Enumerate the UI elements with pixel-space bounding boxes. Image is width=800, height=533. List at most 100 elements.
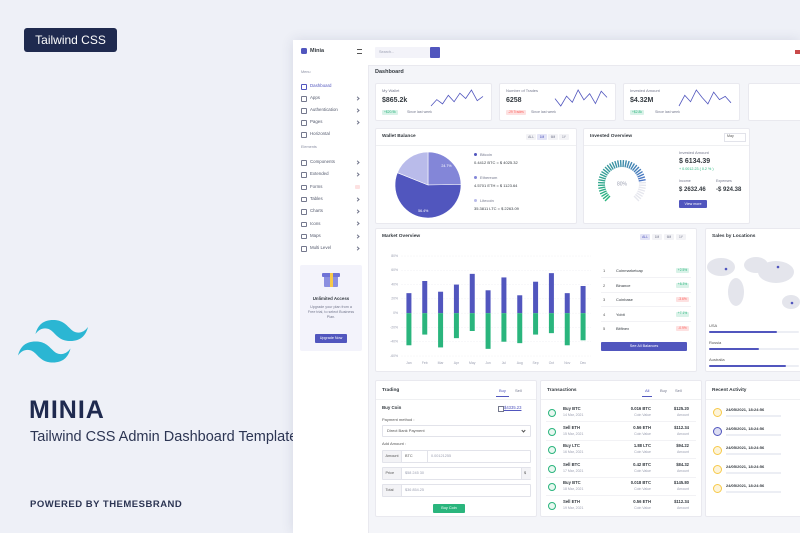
gauge-tick (604, 195, 611, 202)
brand: Minia (310, 47, 325, 54)
divider (601, 306, 691, 307)
chevron (355, 172, 360, 177)
menu-icon (301, 221, 307, 227)
pie-label: 24.7% (441, 164, 452, 168)
menu-heading: Menu (301, 70, 311, 74)
gauge-tick (634, 168, 642, 175)
menu-item[interactable]: Components (310, 159, 335, 164)
menu-item[interactable]: Icons (310, 220, 321, 226)
gauge-tick (599, 173, 607, 178)
chevron (355, 197, 360, 202)
chart (707, 257, 800, 309)
tab[interactable]: All (642, 386, 653, 397)
tab[interactable]: ALL (640, 234, 650, 240)
location-name: Russia (709, 340, 722, 345)
flag-icon[interactable] (795, 50, 800, 54)
transaction-icon (548, 483, 556, 491)
activity-date: 24/05/2021, 18:24:56 (726, 407, 765, 412)
promo-button[interactable]: Upgrade Now (315, 334, 347, 343)
logo-icon (301, 48, 307, 54)
menu-item[interactable]: Horizontal (310, 131, 330, 136)
menu-toggle[interactable] (357, 49, 362, 54)
menu-item[interactable]: Authentication (310, 107, 338, 112)
menu-item[interactable]: Pages (310, 119, 323, 124)
transaction-date: 18 Mar, 2021 (563, 487, 584, 491)
gauge-tick (598, 186, 606, 190)
gauge-tick (598, 188, 606, 192)
activity-icon (713, 484, 722, 493)
payment-select[interactable]: Direct Bank Payment (382, 425, 531, 437)
menu-item[interactable]: Forms (310, 183, 323, 189)
bar (422, 313, 428, 335)
activity-text-line (726, 434, 781, 436)
amount-note: Coin Value (634, 468, 651, 473)
see-all-button[interactable]: See All Balances (601, 342, 687, 351)
period-select[interactable] (724, 133, 746, 142)
transaction-type: Sell ETH (563, 498, 580, 504)
menu-icon (301, 196, 307, 203)
tab[interactable]: Buy (660, 388, 667, 393)
bar (517, 313, 523, 344)
map-land (782, 295, 800, 309)
tab[interactable]: Sell (675, 388, 682, 393)
chart (678, 89, 732, 107)
stat-label: Invested Amount (630, 88, 660, 93)
bar (517, 295, 523, 314)
tab[interactable]: Buy (496, 386, 509, 397)
gauge-tick (599, 190, 607, 195)
input-row[interactable]: Amount BTC 0.00121255 (382, 450, 531, 463)
coin-balance: 4.5701 ETH = $ 1123.64 (474, 183, 518, 188)
divider (584, 145, 749, 146)
chevron (355, 160, 360, 165)
buy-button[interactable]: Buy Coin (433, 504, 465, 513)
sidebar: Minia Menu Dashboard Apps Authentication Page… (293, 40, 369, 533)
stat-value: $4.32M (630, 97, 654, 104)
input-row[interactable]: Total $36 854.25 (382, 484, 531, 497)
divider (376, 145, 576, 146)
menu-icon (301, 132, 307, 138)
gauge-tick (598, 178, 606, 182)
gauge-tick (634, 193, 642, 200)
gauge-tick (638, 176, 646, 180)
menu-item[interactable]: Maps (310, 232, 321, 238)
gauge-tick (637, 173, 645, 178)
stat-badge: +$2.8k (630, 110, 644, 116)
tab[interactable]: 6M (664, 234, 674, 240)
menu-item[interactable]: Apps (310, 95, 321, 100)
card: Trading Buy Sell Buy Coin $4335.23 Payment me… (375, 380, 537, 517)
transaction-value: $112.34 (674, 424, 689, 430)
menu-item[interactable]: Extended (310, 171, 329, 177)
menu-icon (301, 246, 307, 252)
x-tick-label: Oct (549, 361, 554, 365)
bar (501, 313, 507, 342)
tab[interactable]: 1M (537, 134, 547, 140)
x-tick-label: Dec (580, 361, 586, 365)
view-more-button[interactable]: View more (679, 200, 707, 208)
divider (541, 399, 701, 400)
tab[interactable]: Sell (515, 388, 522, 393)
input-row[interactable]: Price $58 245 30 $ (382, 467, 531, 480)
tab[interactable]: 1Y (559, 134, 569, 140)
transaction-amount: 0.56 ETH (633, 498, 651, 504)
menu-item[interactable]: Charts (310, 208, 323, 214)
menu-item[interactable]: Dashboard (310, 83, 332, 88)
activity-icon (713, 427, 722, 436)
search-button[interactable] (430, 47, 440, 58)
powered-by: POWERED BY THEMESBRAND (30, 499, 183, 510)
chevron (521, 427, 526, 433)
search-input[interactable]: Search... (375, 47, 430, 58)
bar (564, 293, 570, 314)
tab[interactable]: 1M (652, 234, 662, 240)
menu-item[interactable]: Multi Level (310, 245, 331, 251)
tab[interactable]: 6M (548, 134, 558, 140)
input-label-text: Price (385, 470, 395, 475)
tab[interactable]: 1Y (676, 234, 686, 240)
tab[interactable]: ALL (526, 134, 536, 140)
y-tick-label: 60% (391, 268, 398, 272)
activity-icon (713, 465, 722, 474)
transaction-type: Buy BTC (563, 406, 581, 411)
menu-item[interactable]: Tables (310, 195, 323, 201)
bar (533, 281, 539, 314)
chevron (355, 246, 360, 251)
input-value: $58 245 30 (405, 470, 425, 475)
